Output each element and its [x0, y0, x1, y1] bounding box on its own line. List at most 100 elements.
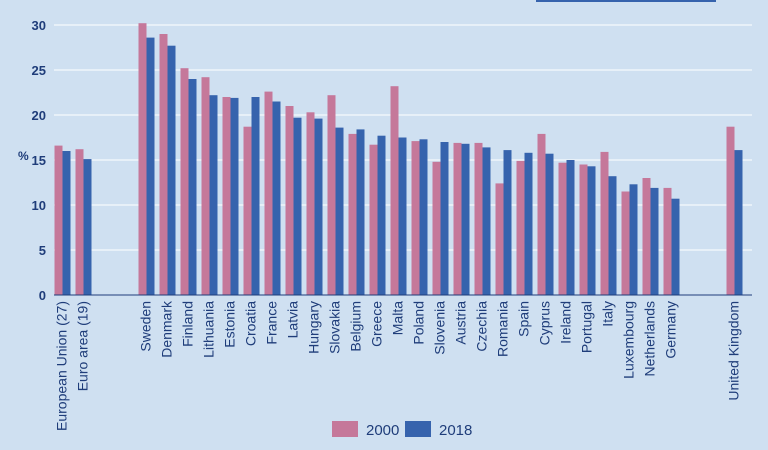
bar-slovakia-2018 — [335, 127, 344, 295]
bar-croatia-2018 — [251, 97, 260, 295]
bar-malta-2018 — [398, 137, 407, 295]
legend-swatch-2000 — [332, 421, 358, 437]
bar-romania-2000 — [495, 183, 504, 295]
bar-united-kingdom-2018 — [734, 150, 743, 295]
y-tick-label: 20 — [32, 108, 46, 123]
x-label-latvia: Latvia — [285, 301, 301, 339]
bar-estonia-2018 — [230, 97, 239, 296]
legend-label-2018: 2018 — [439, 422, 472, 439]
bar-sweden-2000 — [138, 23, 147, 295]
bar-greece-2018 — [377, 135, 386, 295]
x-label-portugal: Portugal — [579, 301, 595, 353]
bar-austria-2018 — [461, 143, 470, 295]
x-label-slovenia: Slovenia — [432, 301, 448, 355]
y-tick-label: 15 — [32, 153, 46, 168]
x-label-spain: Spain — [516, 301, 532, 337]
y-tick-label: 30 — [32, 18, 46, 33]
bar-italy-2018 — [608, 176, 617, 295]
bar-sweden-2018 — [146, 37, 155, 295]
bar-latvia-2018 — [293, 117, 302, 295]
bar-european-union-27-2018 — [62, 151, 71, 295]
x-label-lithuania: Lithuania — [201, 301, 217, 358]
x-label-european-union-27: European Union (27) — [54, 301, 70, 431]
bar-denmark-2000 — [159, 34, 168, 295]
legend-label-2000: 2000 — [366, 422, 399, 439]
y-tick-label: 0 — [39, 288, 46, 303]
bar-germany-2000 — [663, 187, 672, 295]
x-label-denmark: Denmark — [159, 300, 175, 358]
x-axis-labels: European Union (27) Euro area (19) Sweden D… — [54, 300, 742, 431]
y-axis-ticks: 0 5 10 15 20 25 30 — [32, 18, 46, 303]
bar-austria-2000 — [453, 142, 462, 295]
x-label-poland: Poland — [411, 301, 427, 345]
y-axis-label: % — [18, 149, 29, 163]
bar-poland-2000 — [411, 141, 420, 295]
x-label-czechia: Czechia — [474, 301, 490, 352]
bar-cyprus-2000 — [537, 133, 546, 295]
x-label-belgium: Belgium — [348, 301, 364, 352]
bar-netherlands-2000 — [642, 178, 651, 295]
bar-united-kingdom-2000 — [726, 126, 735, 295]
bar-malta-2000 — [390, 86, 399, 295]
x-label-sweden: Sweden — [138, 301, 154, 352]
bar-greece-2000 — [369, 144, 378, 295]
bar-italy-2000 — [600, 151, 609, 295]
bar-slovenia-2018 — [440, 142, 449, 295]
bar-estonia-2000 — [222, 97, 231, 295]
bar-finland-2000 — [180, 68, 189, 295]
x-label-netherlands: Netherlands — [642, 301, 658, 377]
bar-ireland-2000 — [558, 162, 567, 295]
x-label-romania: Romania — [495, 301, 511, 357]
y-tick-label: 25 — [32, 63, 46, 78]
x-label-hungary: Hungary — [306, 301, 322, 354]
bar-spain-2018 — [524, 152, 533, 295]
bar-france-2000 — [264, 91, 273, 295]
x-label-ireland: Ireland — [558, 301, 574, 344]
x-label-finland: Finland — [180, 301, 196, 347]
bar-belgium-2000 — [348, 133, 357, 295]
bar-spain-2000 — [516, 160, 525, 295]
bar-germany-2018 — [671, 198, 680, 295]
bar-cyprus-2018 — [545, 153, 554, 295]
bar-portugal-2018 — [587, 166, 596, 295]
x-label-austria: Austria — [453, 301, 469, 345]
bar-hungary-2018 — [314, 118, 323, 295]
bar-slovakia-2000 — [327, 95, 336, 295]
bar-netherlands-2018 — [650, 187, 659, 295]
x-label-croatia: Croatia — [243, 301, 259, 346]
x-label-slovakia: Slovakia — [327, 301, 343, 354]
x-label-united-kingdom: United Kingdom — [726, 301, 742, 401]
bar-slovenia-2000 — [432, 161, 441, 295]
bar-luxembourg-2018 — [629, 184, 638, 295]
x-label-france: France — [264, 301, 280, 345]
bar-france-2018 — [272, 101, 281, 295]
y-tick-label: 5 — [39, 243, 46, 258]
bar-denmark-2018 — [167, 45, 176, 296]
x-label-luxembourg: Luxembourg — [621, 301, 637, 379]
bars — [54, 23, 743, 296]
bar-euro-area-19-2000 — [75, 149, 84, 295]
bar-euro-area-19-2018 — [83, 159, 92, 295]
x-label-germany: Germany — [663, 301, 679, 359]
bar-croatia-2000 — [243, 126, 252, 295]
legend: 2000 2018 — [332, 421, 472, 439]
bar-belgium-2018 — [356, 129, 365, 295]
bar-luxembourg-2000 — [621, 191, 630, 295]
x-label-malta: Malta — [390, 301, 406, 335]
x-label-italy: Italy — [600, 301, 616, 327]
bar-lithuania-2000 — [201, 77, 210, 295]
legend-swatch-2018 — [405, 421, 431, 437]
bar-ireland-2018 — [566, 160, 575, 295]
bar-hungary-2000 — [306, 112, 315, 295]
x-label-euro-area-19: Euro area (19) — [75, 301, 91, 391]
x-label-cyprus: Cyprus — [537, 301, 553, 345]
bar-portugal-2000 — [579, 164, 588, 295]
bar-finland-2018 — [188, 79, 197, 295]
y-tick-label: 10 — [32, 198, 46, 213]
bar-lithuania-2018 — [209, 95, 218, 295]
x-label-estonia: Estonia — [222, 301, 238, 348]
bar-romania-2018 — [503, 150, 512, 295]
top-accent-line — [536, 0, 716, 2]
bar-european-union-27-2000 — [54, 145, 63, 295]
